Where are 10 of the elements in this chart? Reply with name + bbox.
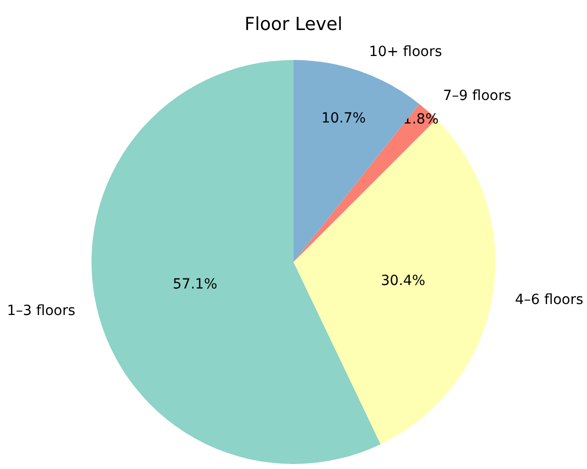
pie-slice xyxy=(294,104,436,262)
slice-label: 4–6 floors xyxy=(515,292,584,308)
slice-label: 10+ floors xyxy=(369,44,442,60)
slice-label: 7–9 floors xyxy=(443,88,512,104)
data-label: 57.1% xyxy=(172,276,218,292)
data-label: 30.4% xyxy=(380,272,426,289)
pie-slice xyxy=(92,60,381,464)
data-label: 10.7% xyxy=(321,110,366,127)
slice-label: 1–3 floors xyxy=(7,303,76,319)
chart-title: Floor Level xyxy=(244,14,343,35)
